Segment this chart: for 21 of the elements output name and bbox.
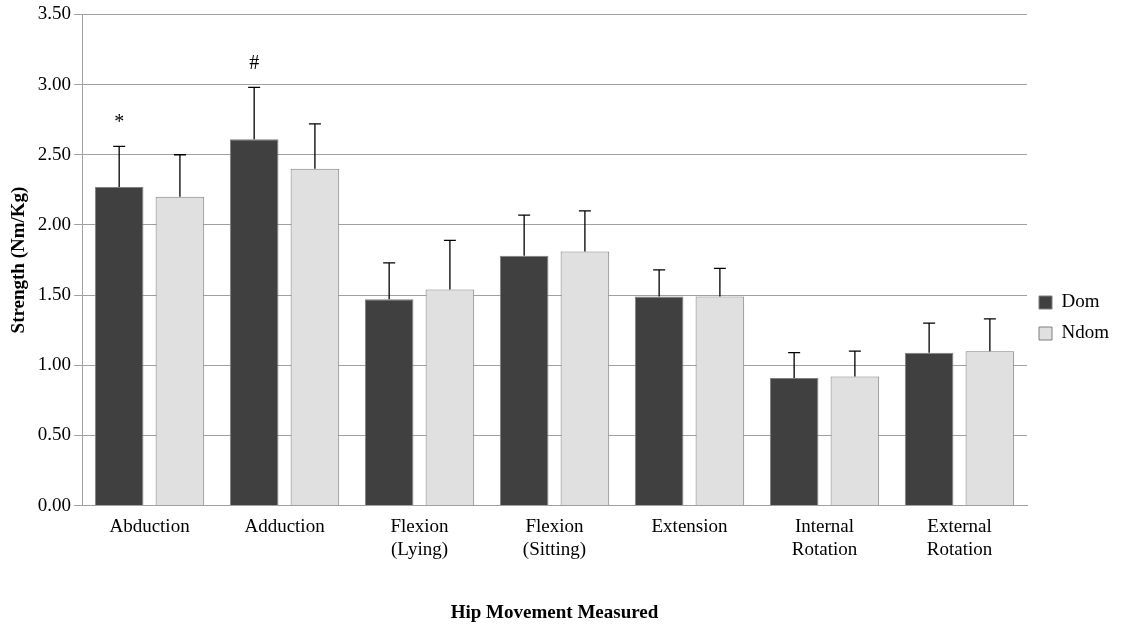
- x-tick-label: Extension: [651, 514, 729, 536]
- y-tick-label: 0.00: [37, 493, 72, 515]
- annotation: *: [114, 109, 125, 132]
- legend-label: Ndom: [1061, 321, 1110, 343]
- y-axis-title: Strength (Nm/Kg): [7, 186, 30, 334]
- x-tick-label: Adduction: [244, 514, 326, 536]
- y-tick-label: 1.50: [37, 283, 72, 305]
- y-tick-label: 3.00: [37, 72, 72, 94]
- annotation: #: [249, 50, 260, 73]
- x-tick-label: Abduction: [109, 514, 191, 536]
- y-tick-label: 2.00: [37, 212, 72, 234]
- x-tick-label: Flexion (Sitting): [522, 514, 587, 560]
- y-tick-label: 3.50: [37, 2, 72, 24]
- legend-label: Dom: [1061, 290, 1100, 312]
- y-tick-label: 0.50: [37, 423, 72, 445]
- y-tick-label: 2.50: [37, 142, 72, 164]
- x-tick-label: Internal Rotation: [791, 514, 858, 559]
- x-tick-label: External Rotation: [926, 514, 993, 559]
- x-axis-title: Hip Movement Measured: [450, 600, 659, 622]
- x-tick-label: Flexion (Lying): [390, 514, 450, 560]
- y-tick-label: 1.00: [37, 353, 72, 375]
